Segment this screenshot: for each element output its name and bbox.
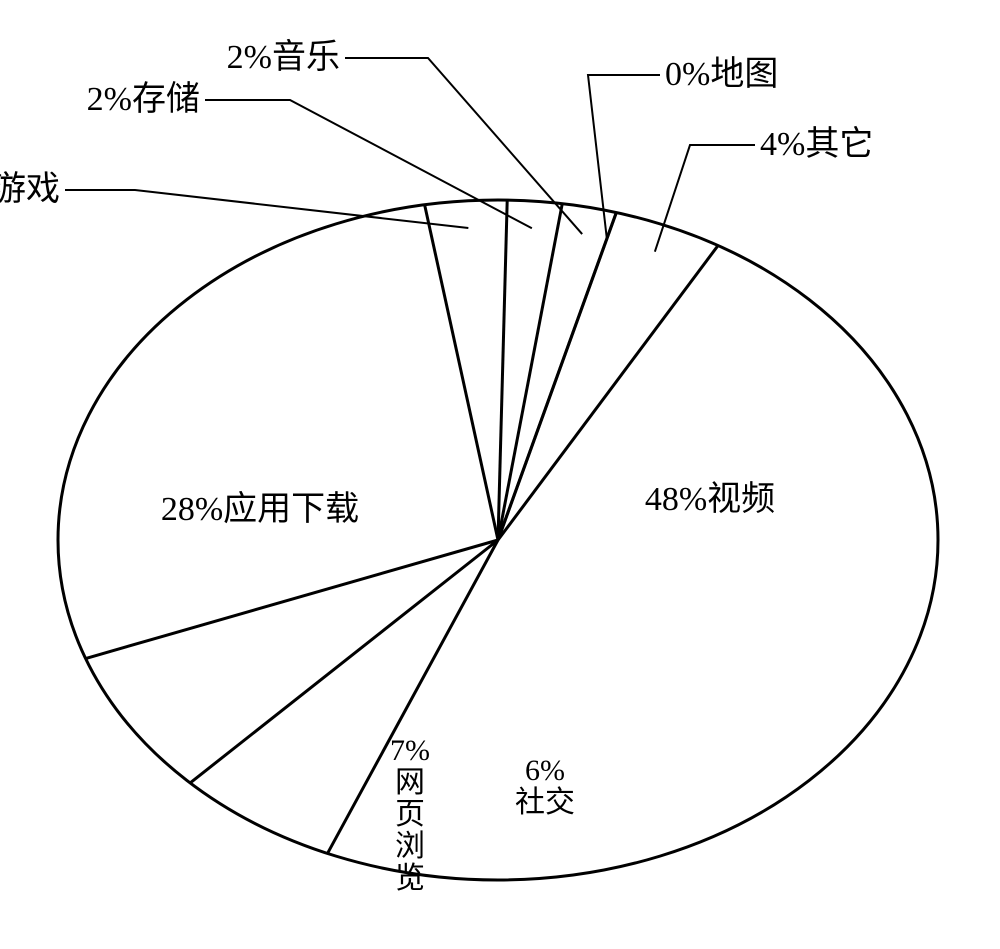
label-存储: 2%存储 bbox=[87, 80, 200, 118]
label-网页浏览: 7%网页浏览 bbox=[390, 734, 430, 895]
label-游戏: 3%游戏 bbox=[0, 170, 60, 208]
label-地图: 0%地图 bbox=[665, 55, 778, 93]
pie-chart: 4%其它0%地图2%音乐2%存储3%游戏48%视频6%社交7%网页浏览28%应用… bbox=[0, 0, 1000, 949]
label-其它: 4%其它 bbox=[760, 125, 873, 163]
label-应用下载: 28%应用下载 bbox=[161, 490, 359, 528]
label-视频: 48%视频 bbox=[645, 480, 775, 518]
label-音乐: 2%音乐 bbox=[227, 38, 340, 76]
